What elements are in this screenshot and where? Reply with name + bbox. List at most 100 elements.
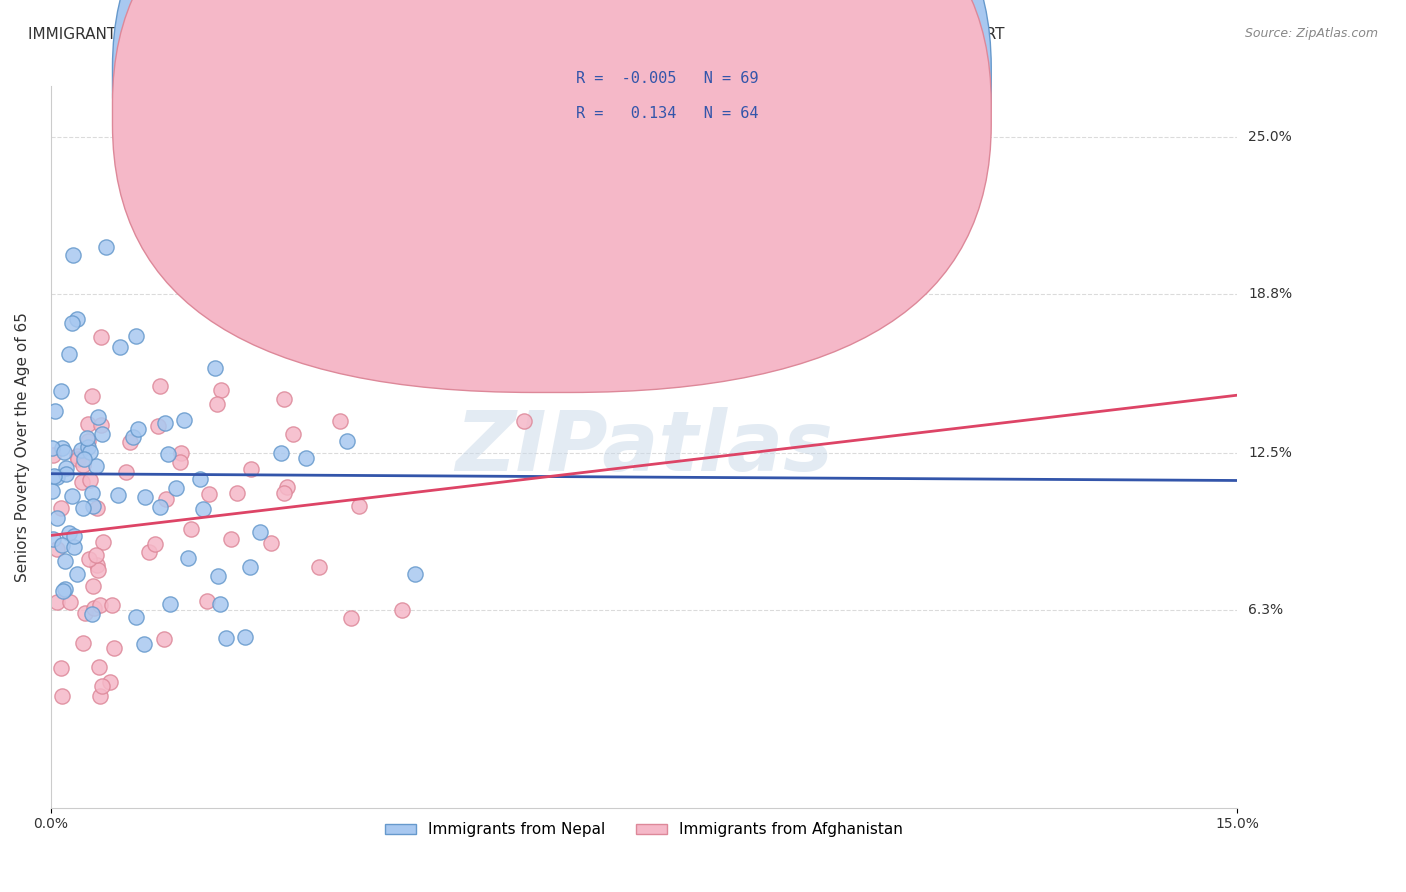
- Point: [42, 533, 65, 547]
- Point: [159, 597, 181, 611]
- Point: [295, 451, 318, 466]
- Point: [143, 537, 166, 551]
- Point: [89, 659, 111, 673]
- Point: [188, 473, 211, 487]
- Point: [170, 446, 193, 460]
- Point: [55, 461, 77, 475]
- Point: [177, 550, 200, 565]
- Point: [52, 584, 75, 599]
- Point: [156, 447, 179, 461]
- Point: [72, 501, 94, 516]
- Text: IMMIGRANTS FROM NEPAL VS IMMIGRANTS FROM AFGHANISTAN SENIORS POVERTY OVER THE AG: IMMIGRANTS FROM NEPAL VS IMMIGRANTS FROM…: [28, 27, 1005, 42]
- Point: [77, 551, 100, 566]
- Point: [121, 430, 143, 444]
- Point: [191, 502, 214, 516]
- Point: [103, 640, 125, 655]
- Point: [149, 378, 172, 392]
- Point: [49, 384, 72, 398]
- Point: [60, 489, 83, 503]
- Point: [80, 389, 103, 403]
- Point: [340, 611, 363, 625]
- Point: [391, 603, 413, 617]
- Point: [404, 566, 426, 581]
- Point: [86, 458, 108, 473]
- Point: [260, 536, 283, 550]
- Point: [243, 324, 266, 338]
- Point: [115, 465, 138, 479]
- Point: [209, 383, 232, 397]
- Point: [273, 485, 295, 500]
- Point: [107, 488, 129, 502]
- Legend: Immigrants from Nepal, Immigrants from Afghanistan: Immigrants from Nepal, Immigrants from A…: [380, 816, 908, 844]
- Point: [42, 469, 65, 483]
- Point: [207, 397, 229, 411]
- Point: [66, 449, 89, 463]
- Point: [72, 636, 94, 650]
- Point: [100, 598, 122, 612]
- Point: [90, 418, 112, 433]
- Point: [51, 538, 73, 552]
- Point: [41, 441, 63, 455]
- Point: [86, 558, 108, 573]
- Point: [146, 419, 169, 434]
- Point: [60, 316, 83, 330]
- Text: 6.3%: 6.3%: [1249, 603, 1284, 617]
- Point: [90, 679, 112, 693]
- Point: [49, 660, 72, 674]
- Point: [169, 455, 191, 469]
- Point: [62, 248, 84, 262]
- Point: [336, 434, 359, 449]
- Point: [347, 500, 370, 514]
- Point: [195, 593, 218, 607]
- Point: [125, 328, 148, 343]
- Text: ZIPatlas: ZIPatlas: [456, 407, 832, 488]
- Point: [238, 560, 260, 574]
- Point: [233, 630, 256, 644]
- Point: [132, 637, 155, 651]
- Point: [273, 392, 295, 406]
- Point: [49, 501, 72, 516]
- Point: [52, 445, 75, 459]
- Point: [83, 601, 105, 615]
- Point: [59, 595, 82, 609]
- Point: [127, 422, 149, 436]
- Point: [72, 458, 94, 472]
- Point: [90, 329, 112, 343]
- Text: Source: ZipAtlas.com: Source: ZipAtlas.com: [1244, 27, 1378, 40]
- Point: [120, 434, 142, 449]
- Point: [165, 481, 187, 495]
- Point: [153, 632, 176, 646]
- Point: [180, 522, 202, 536]
- Point: [53, 582, 76, 596]
- Point: [45, 469, 67, 483]
- Point: [80, 486, 103, 500]
- Point: [72, 452, 94, 467]
- Point: [77, 440, 100, 454]
- Point: [152, 240, 174, 254]
- Point: [270, 446, 292, 460]
- Point: [149, 500, 172, 514]
- Point: [197, 487, 219, 501]
- Point: [82, 607, 104, 621]
- Point: [76, 431, 98, 445]
- Text: 18.8%: 18.8%: [1249, 287, 1292, 301]
- Point: [66, 311, 89, 326]
- Point: [44, 404, 66, 418]
- Point: [240, 462, 263, 476]
- Point: [281, 426, 304, 441]
- Point: [249, 524, 271, 539]
- Point: [86, 500, 108, 515]
- Point: [73, 606, 96, 620]
- Point: [91, 535, 114, 549]
- Point: [70, 475, 93, 489]
- Point: [513, 414, 536, 428]
- Point: [98, 674, 121, 689]
- Text: 12.5%: 12.5%: [1249, 446, 1292, 460]
- Point: [108, 340, 131, 354]
- Point: [66, 567, 89, 582]
- Point: [153, 416, 176, 430]
- Point: [55, 467, 77, 481]
- Point: [41, 484, 63, 499]
- Y-axis label: Seniors Poverty Over the Age of 65: Seniors Poverty Over the Age of 65: [15, 312, 30, 582]
- Text: 25.0%: 25.0%: [1249, 130, 1292, 144]
